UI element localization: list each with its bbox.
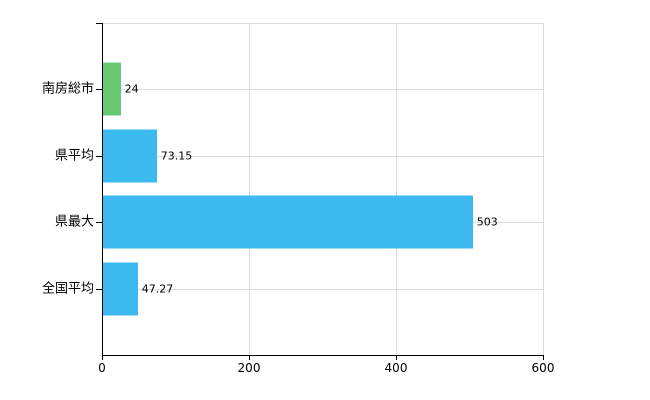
bar-value-label: 503: [476, 215, 498, 229]
y-axis-tick: [96, 89, 102, 90]
y-axis-label-1: 南房総市: [41, 81, 94, 97]
y-axis-tick: [96, 222, 102, 223]
y-axis-tick: [96, 289, 102, 290]
x-axis-tick-200: [249, 356, 250, 360]
gridline-row: [103, 89, 544, 90]
gridline-x-600: [543, 23, 544, 355]
x-axis-tick-600: [543, 356, 544, 360]
plot-area: 24 73.15 503 47.27: [102, 23, 544, 356]
x-axis-tick-label-200: 200: [237, 361, 261, 375]
gridline-top: [103, 23, 544, 24]
x-axis-tick-label-0: 0: [98, 361, 106, 375]
bar-県最大: [103, 195, 473, 249]
x-axis-tick-400: [396, 356, 397, 360]
gridline-row: [103, 289, 544, 290]
gridline-x-200: [249, 23, 250, 355]
y-axis-label-2: 県平均: [54, 148, 94, 164]
gridline-x-400: [396, 23, 397, 355]
bar-value-label: 24: [124, 82, 139, 96]
gridline-row: [103, 156, 544, 157]
y-axis-top-tick: [96, 23, 102, 24]
y-axis-tick: [96, 156, 102, 157]
bar-全国平均: [103, 262, 138, 316]
bar-県平均: [103, 129, 157, 183]
x-axis-tick-0: [102, 356, 103, 360]
bar-value-label: 73.15: [160, 149, 193, 163]
x-axis-tick-label-600: 600: [531, 361, 555, 375]
y-axis-label-3: 県最大: [54, 214, 94, 230]
x-axis-tick-label-400: 400: [384, 361, 408, 375]
y-axis-label-4: 全国平均: [41, 281, 94, 297]
bar-value-label: 47.27: [141, 282, 174, 296]
bar-南房総市: [103, 62, 121, 116]
